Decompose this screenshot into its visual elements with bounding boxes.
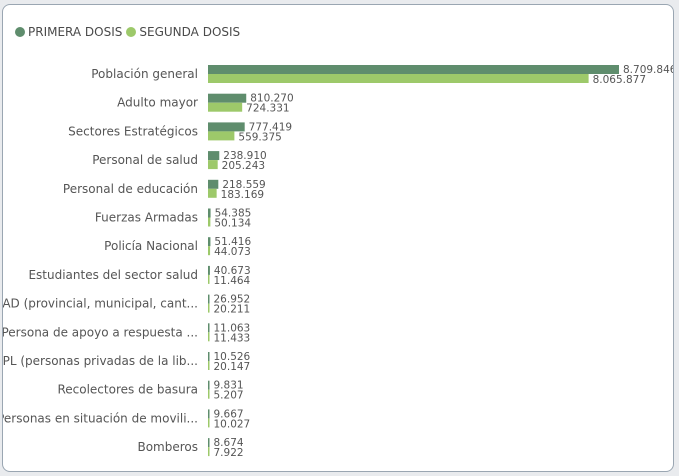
data-label-first-dose: 26.952 (214, 294, 251, 306)
bar-first-dose[interactable] (208, 380, 210, 390)
bar-second-dose[interactable] (208, 217, 211, 227)
data-label-second-dose: 183.169 (221, 189, 264, 201)
data-label-first-dose: 8.709.846 (623, 64, 673, 76)
category-label: Personal de educación (63, 182, 198, 196)
data-label-second-dose: 205.243 (222, 160, 265, 172)
data-label-second-dose: 7.922 (214, 447, 244, 459)
data-label-second-dose: 44.073 (214, 246, 251, 258)
legend-item-second-dose[interactable]: SEGUNDA DOSIS (126, 25, 240, 39)
bar-second-dose[interactable] (208, 303, 210, 313)
category-label: Sectores Estratégicos (68, 124, 198, 138)
bar-first-dose[interactable] (208, 352, 210, 361)
bar-second-dose[interactable] (208, 102, 243, 112)
data-label-second-dose: 10.027 (214, 418, 251, 430)
data-label-first-dose: 777.419 (249, 121, 292, 133)
data-label-second-dose: 559.375 (238, 131, 281, 143)
data-label-second-dose: 11.433 (214, 332, 251, 344)
bar-second-dose[interactable] (208, 160, 218, 170)
legend-item-first-dose[interactable]: PRIMERA DOSIS (15, 25, 122, 39)
category-label: Fuerzas Armadas (95, 211, 198, 225)
bar-second-dose[interactable] (208, 389, 210, 399)
data-label-first-dose: 54.385 (215, 208, 252, 220)
bar-second-dose[interactable] (208, 74, 589, 83)
data-label-first-dose: 8.674 (214, 437, 244, 449)
legend: PRIMERA DOSIS SEGUNDA DOSIS (15, 25, 244, 39)
category-label: Adulto mayor (117, 96, 198, 110)
data-label-second-dose: 20.211 (214, 304, 251, 316)
data-label-first-dose: 40.673 (214, 265, 251, 277)
legend-label-first-dose: PRIMERA DOSIS (28, 25, 123, 39)
bar-second-dose[interactable] (208, 361, 210, 370)
chart-card: PRIMERA DOSIS SEGUNDA DOSIS Población ge… (2, 4, 674, 472)
bar-second-dose[interactable] (208, 188, 217, 198)
bar-second-dose[interactable] (208, 274, 210, 284)
bar-first-dose[interactable] (208, 409, 210, 419)
legend-label-second-dose: SEGUNDA DOSIS (139, 25, 241, 39)
category-label: Policía Nacional (104, 239, 198, 253)
data-label-first-dose: 9.831 (214, 380, 244, 392)
data-label-first-dose: 238.910 (223, 150, 266, 162)
bar-first-dose[interactable] (208, 208, 211, 218)
bar-first-dose[interactable] (208, 122, 245, 132)
data-label-first-dose: 810.270 (250, 93, 293, 105)
bar-second-dose[interactable] (208, 246, 211, 256)
bar-first-dose[interactable] (208, 323, 210, 333)
data-label-first-dose: 51.416 (214, 236, 251, 248)
bar-second-dose[interactable] (208, 418, 210, 428)
bar-second-dose[interactable] (208, 332, 210, 342)
category-label: Personas en situación de movili... (3, 411, 198, 425)
data-label-second-dose: 20.147 (214, 361, 251, 373)
category-label: Bomberos (137, 440, 198, 454)
bar-first-dose[interactable] (208, 179, 219, 189)
bar-first-dose[interactable] (208, 438, 210, 448)
bar-second-dose[interactable] (208, 447, 210, 457)
data-label-second-dose: 5.207 (214, 390, 244, 402)
category-label: Recolectores de basura (57, 383, 198, 397)
data-label-first-dose: 9.667 (214, 408, 244, 420)
bar-first-dose[interactable] (208, 93, 247, 103)
data-label-first-dose: 218.559 (222, 179, 265, 191)
category-label: PPL (personas privadas de la lib... (3, 354, 198, 368)
bar-first-dose[interactable] (208, 294, 210, 304)
category-label: GAD (provincial, municipal, cant... (3, 297, 198, 311)
data-label-second-dose: 724.331 (246, 103, 289, 115)
bar-first-dose[interactable] (208, 151, 220, 161)
category-label: Estudiantes del sector salud (28, 268, 198, 282)
category-label: Población general (91, 67, 198, 81)
data-label-first-dose: 10.526 (214, 351, 251, 363)
data-label-second-dose: 8.065.877 (593, 74, 646, 86)
legend-swatch-second-dose (126, 27, 137, 37)
bar-second-dose[interactable] (208, 131, 235, 141)
data-label-first-dose: 11.063 (214, 322, 251, 334)
bar-first-dose[interactable] (208, 237, 211, 247)
category-label: Personal de salud (92, 153, 198, 167)
category-label: Persona de apoyo a respuesta ... (3, 325, 198, 339)
bar-first-dose[interactable] (208, 265, 210, 275)
bar-first-dose[interactable] (208, 65, 619, 74)
data-label-second-dose: 11.464 (214, 275, 251, 287)
legend-swatch-first-dose (15, 27, 25, 37)
data-label-second-dose: 50.134 (214, 218, 251, 230)
